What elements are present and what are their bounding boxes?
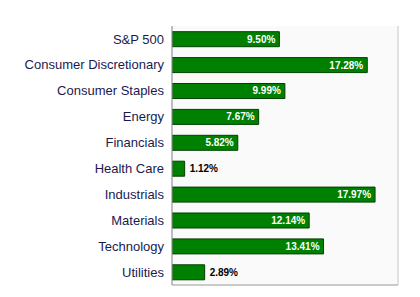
svg-text:Energy: Energy: [123, 109, 165, 124]
svg-text:17.97%: 17.97%: [337, 189, 371, 200]
svg-text:12.14%: 12.14%: [271, 215, 305, 226]
svg-text:Technology: Technology: [98, 239, 164, 254]
svg-text:Utilities: Utilities: [122, 265, 164, 280]
svg-text:S&P 500: S&P 500: [113, 32, 164, 47]
svg-text:Health Care: Health Care: [95, 161, 164, 176]
svg-text:13.41%: 13.41%: [286, 241, 320, 252]
svg-text:2.89%: 2.89%: [210, 267, 238, 278]
svg-text:Financials: Financials: [105, 135, 164, 150]
svg-text:Industrials: Industrials: [105, 187, 165, 202]
svg-text:5.82%: 5.82%: [205, 137, 233, 148]
svg-text:9.99%: 9.99%: [253, 85, 281, 96]
svg-text:Materials: Materials: [111, 213, 164, 228]
svg-text:17.28%: 17.28%: [329, 60, 363, 71]
svg-text:Consumer Discretionary: Consumer Discretionary: [25, 57, 165, 72]
svg-text:7.67%: 7.67%: [226, 111, 254, 122]
svg-text:9.50%: 9.50%: [247, 34, 275, 45]
svg-text:Consumer Staples: Consumer Staples: [57, 83, 164, 98]
svg-text:1.12%: 1.12%: [190, 163, 218, 174]
